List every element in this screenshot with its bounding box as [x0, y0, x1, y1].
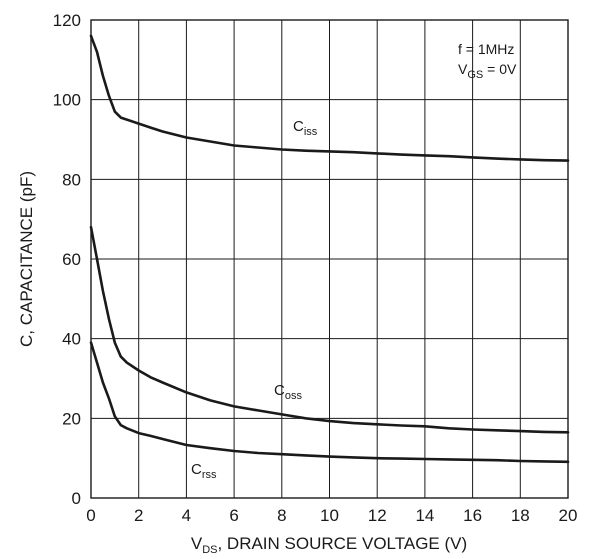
- x-tick-label: 16: [463, 506, 482, 525]
- x-tick-label: 10: [320, 506, 339, 525]
- series-label-crss: Crss: [191, 461, 217, 481]
- grid: [91, 20, 568, 498]
- x-tick-label: 8: [277, 506, 286, 525]
- series-label-coss: Coss: [274, 382, 302, 402]
- frequency-annotation: f = 1MHz: [458, 41, 514, 57]
- y-axis-label: C, CAPACITANCE (pF): [17, 171, 36, 347]
- vgs-annotation: VGS = 0V: [458, 61, 517, 81]
- x-tick-label: 4: [182, 506, 191, 525]
- plot-frame: [90, 19, 569, 499]
- x-tick-label: 14: [415, 506, 434, 525]
- series-label-ciss: Ciss: [293, 118, 318, 138]
- x-tick-label: 0: [86, 506, 95, 525]
- x-tick-label: 6: [229, 506, 238, 525]
- series-line-iss: [89, 34, 570, 162]
- series-line-oss: [89, 225, 570, 434]
- y-tick-label: 60: [62, 250, 81, 269]
- x-tick-label: 20: [559, 506, 578, 525]
- y-tick-label: 0: [72, 489, 81, 508]
- series-line-rss: [89, 341, 570, 464]
- x-axis-label: VDS, DRAIN SOURCE VOLTAGE (V): [191, 534, 467, 556]
- y-tick-label: 120: [53, 11, 81, 30]
- y-tick-labels: 0 20 40 60 80 100 120: [53, 11, 81, 508]
- x-tick-label: 18: [511, 506, 530, 525]
- y-tick-label: 40: [62, 330, 81, 349]
- x-tick-label: 2: [134, 506, 143, 525]
- x-tick-label: 12: [368, 506, 387, 525]
- y-tick-label: 20: [62, 409, 81, 428]
- y-tick-label: 100: [53, 91, 81, 110]
- y-tick-label: 80: [62, 170, 81, 189]
- curves: [89, 34, 570, 464]
- x-tick-labels: 0 2 4 6 8 10 12 14 16 18 20: [86, 506, 577, 525]
